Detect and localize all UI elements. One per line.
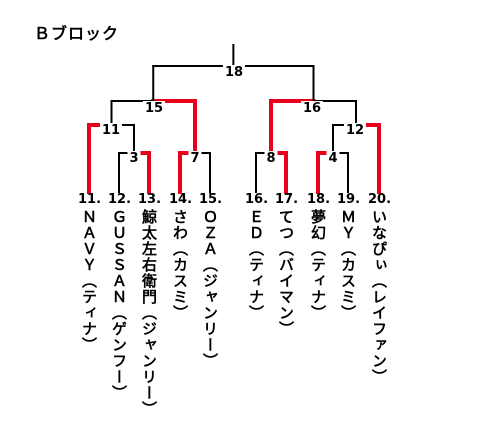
entrant-seed: 19. xyxy=(337,192,361,207)
entrant-seed: 12. xyxy=(108,192,132,207)
entrant-name: ＮＡＶＹ（ティナ） xyxy=(80,209,98,353)
entrant: 17. てつ（バイマン） xyxy=(275,192,299,338)
entrant-name: さわ（カスミ） xyxy=(171,209,189,321)
entrant-name: てつ（バイマン） xyxy=(277,209,295,337)
entrant-seed: 20. xyxy=(368,192,392,207)
entrant-name: ＯＺＡ（ジャンリー） xyxy=(201,209,219,369)
entrant-seed: 15. xyxy=(199,192,223,207)
entrant: 13. 鯨太左右衛門（ジャンリー） xyxy=(138,192,162,418)
match-label-m16: 16 xyxy=(300,101,324,116)
entrant-seed: 17. xyxy=(275,192,299,207)
entrant-seed: 16. xyxy=(245,192,269,207)
entrant-seed: 18. xyxy=(307,192,331,207)
match-label-m12: 12 xyxy=(343,123,367,138)
entrant: 11. ＮＡＶＹ（ティナ） xyxy=(78,192,102,354)
entrant-name: いなぴぃ（レイファン） xyxy=(370,209,388,385)
entrant-name: ＭＹ（カスミ） xyxy=(339,209,357,321)
match-label-m7: 7 xyxy=(188,151,202,166)
entrant-seed: 13. xyxy=(138,192,162,207)
entrant: 16. ＥＤ（ティナ） xyxy=(245,192,269,322)
match-label-m11: 11 xyxy=(99,123,123,138)
match-label-m4: 4 xyxy=(326,151,340,166)
entrant-seed: 14. xyxy=(169,192,193,207)
match-label-m8: 8 xyxy=(264,151,278,166)
entrant: 19. ＭＹ（カスミ） xyxy=(337,192,361,322)
entrant-name: 夢幻（ティナ） xyxy=(309,209,327,321)
entrant: 14. さわ（カスミ） xyxy=(169,192,193,322)
entrant: 18. 夢幻（ティナ） xyxy=(307,192,331,322)
match-label-m15: 15 xyxy=(142,101,166,116)
match-label-m3: 3 xyxy=(127,151,141,166)
entrant-name: ＥＤ（ティナ） xyxy=(247,209,265,321)
entrant-name: ＧＵＳＳＡＮ（ゲンフー） xyxy=(110,209,128,401)
entrant: 15. ＯＺＡ（ジャンリー） xyxy=(199,192,223,370)
match-label-m18: 18 xyxy=(222,65,246,80)
entrant: 20. いなぴぃ（レイファン） xyxy=(368,192,392,386)
entrant-seed: 11. xyxy=(78,192,102,207)
block-title: Ｂブロック xyxy=(34,24,120,43)
entrant-name: 鯨太左右衛門（ジャンリー） xyxy=(140,209,158,417)
entrant: 12. ＧＵＳＳＡＮ（ゲンフー） xyxy=(108,192,132,402)
